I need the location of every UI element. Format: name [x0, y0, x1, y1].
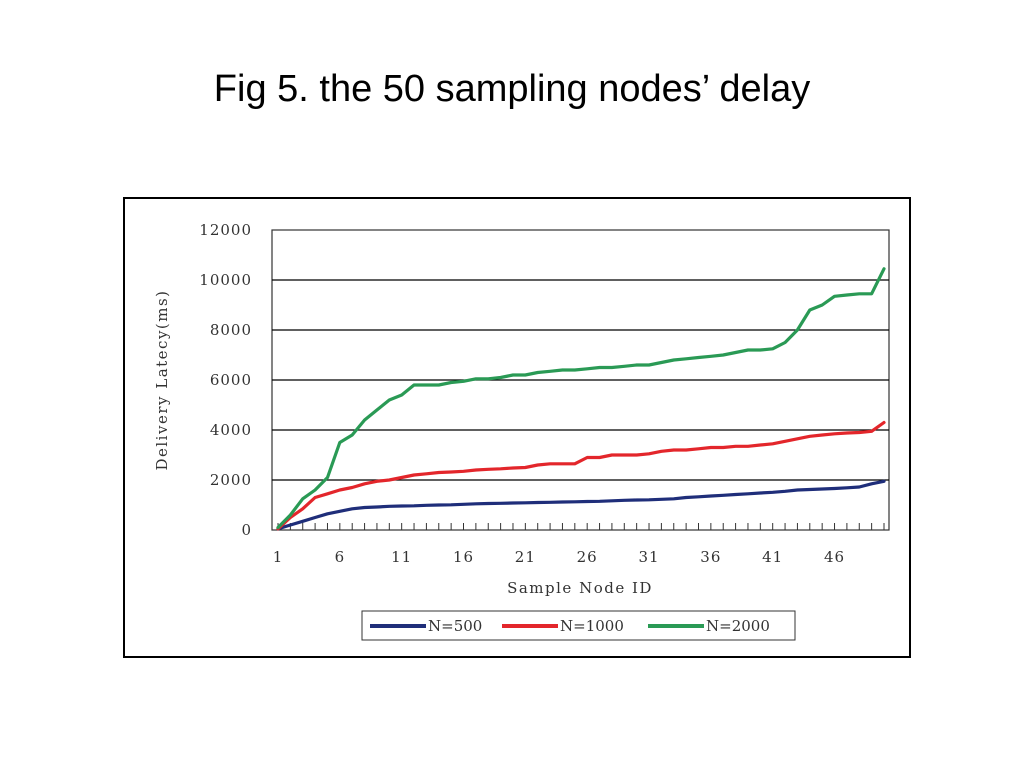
x-tick-label: 46	[824, 548, 845, 566]
y-axis-title: Delivery Latecy(ms)	[153, 289, 171, 470]
legend-label: N=500	[428, 617, 482, 635]
x-axis-ticks	[277, 523, 885, 530]
x-tick-label: 16	[453, 548, 474, 566]
y-tick-label: 10000	[199, 271, 252, 289]
legend-label: N=1000	[560, 617, 624, 635]
slide-title: Fig 5. the 50 sampling nodes’ delay	[213, 68, 811, 110]
x-tick-label: 6	[335, 548, 346, 566]
series-line-n1000	[276, 420, 886, 531]
x-axis-title: Sample Node ID	[507, 579, 653, 597]
grid-lines	[272, 279, 889, 481]
legend: N=500 N=1000 N=2000	[361, 610, 796, 641]
y-tick-label: 2000	[210, 471, 252, 489]
x-tick-label: 11	[391, 548, 412, 566]
y-tick-label: 12000	[199, 221, 252, 239]
legend-label: N=2000	[706, 617, 770, 635]
series-line-n500	[276, 479, 886, 531]
x-tick-label: 31	[638, 548, 659, 566]
x-tick-label: 36	[700, 548, 721, 566]
y-tick-label: 6000	[210, 371, 252, 389]
series-line-n2000	[276, 267, 886, 530]
x-tick-label: 26	[577, 548, 598, 566]
x-tick-label: 21	[515, 548, 536, 566]
x-tick-label: 1	[273, 548, 284, 566]
x-tick-label: 41	[762, 548, 783, 566]
legend-box	[361, 610, 796, 641]
series-lines	[276, 267, 886, 531]
y-tick-label: 8000	[210, 321, 252, 339]
y-tick-label: 0	[241, 521, 252, 539]
y-tick-label: 4000	[210, 421, 252, 439]
